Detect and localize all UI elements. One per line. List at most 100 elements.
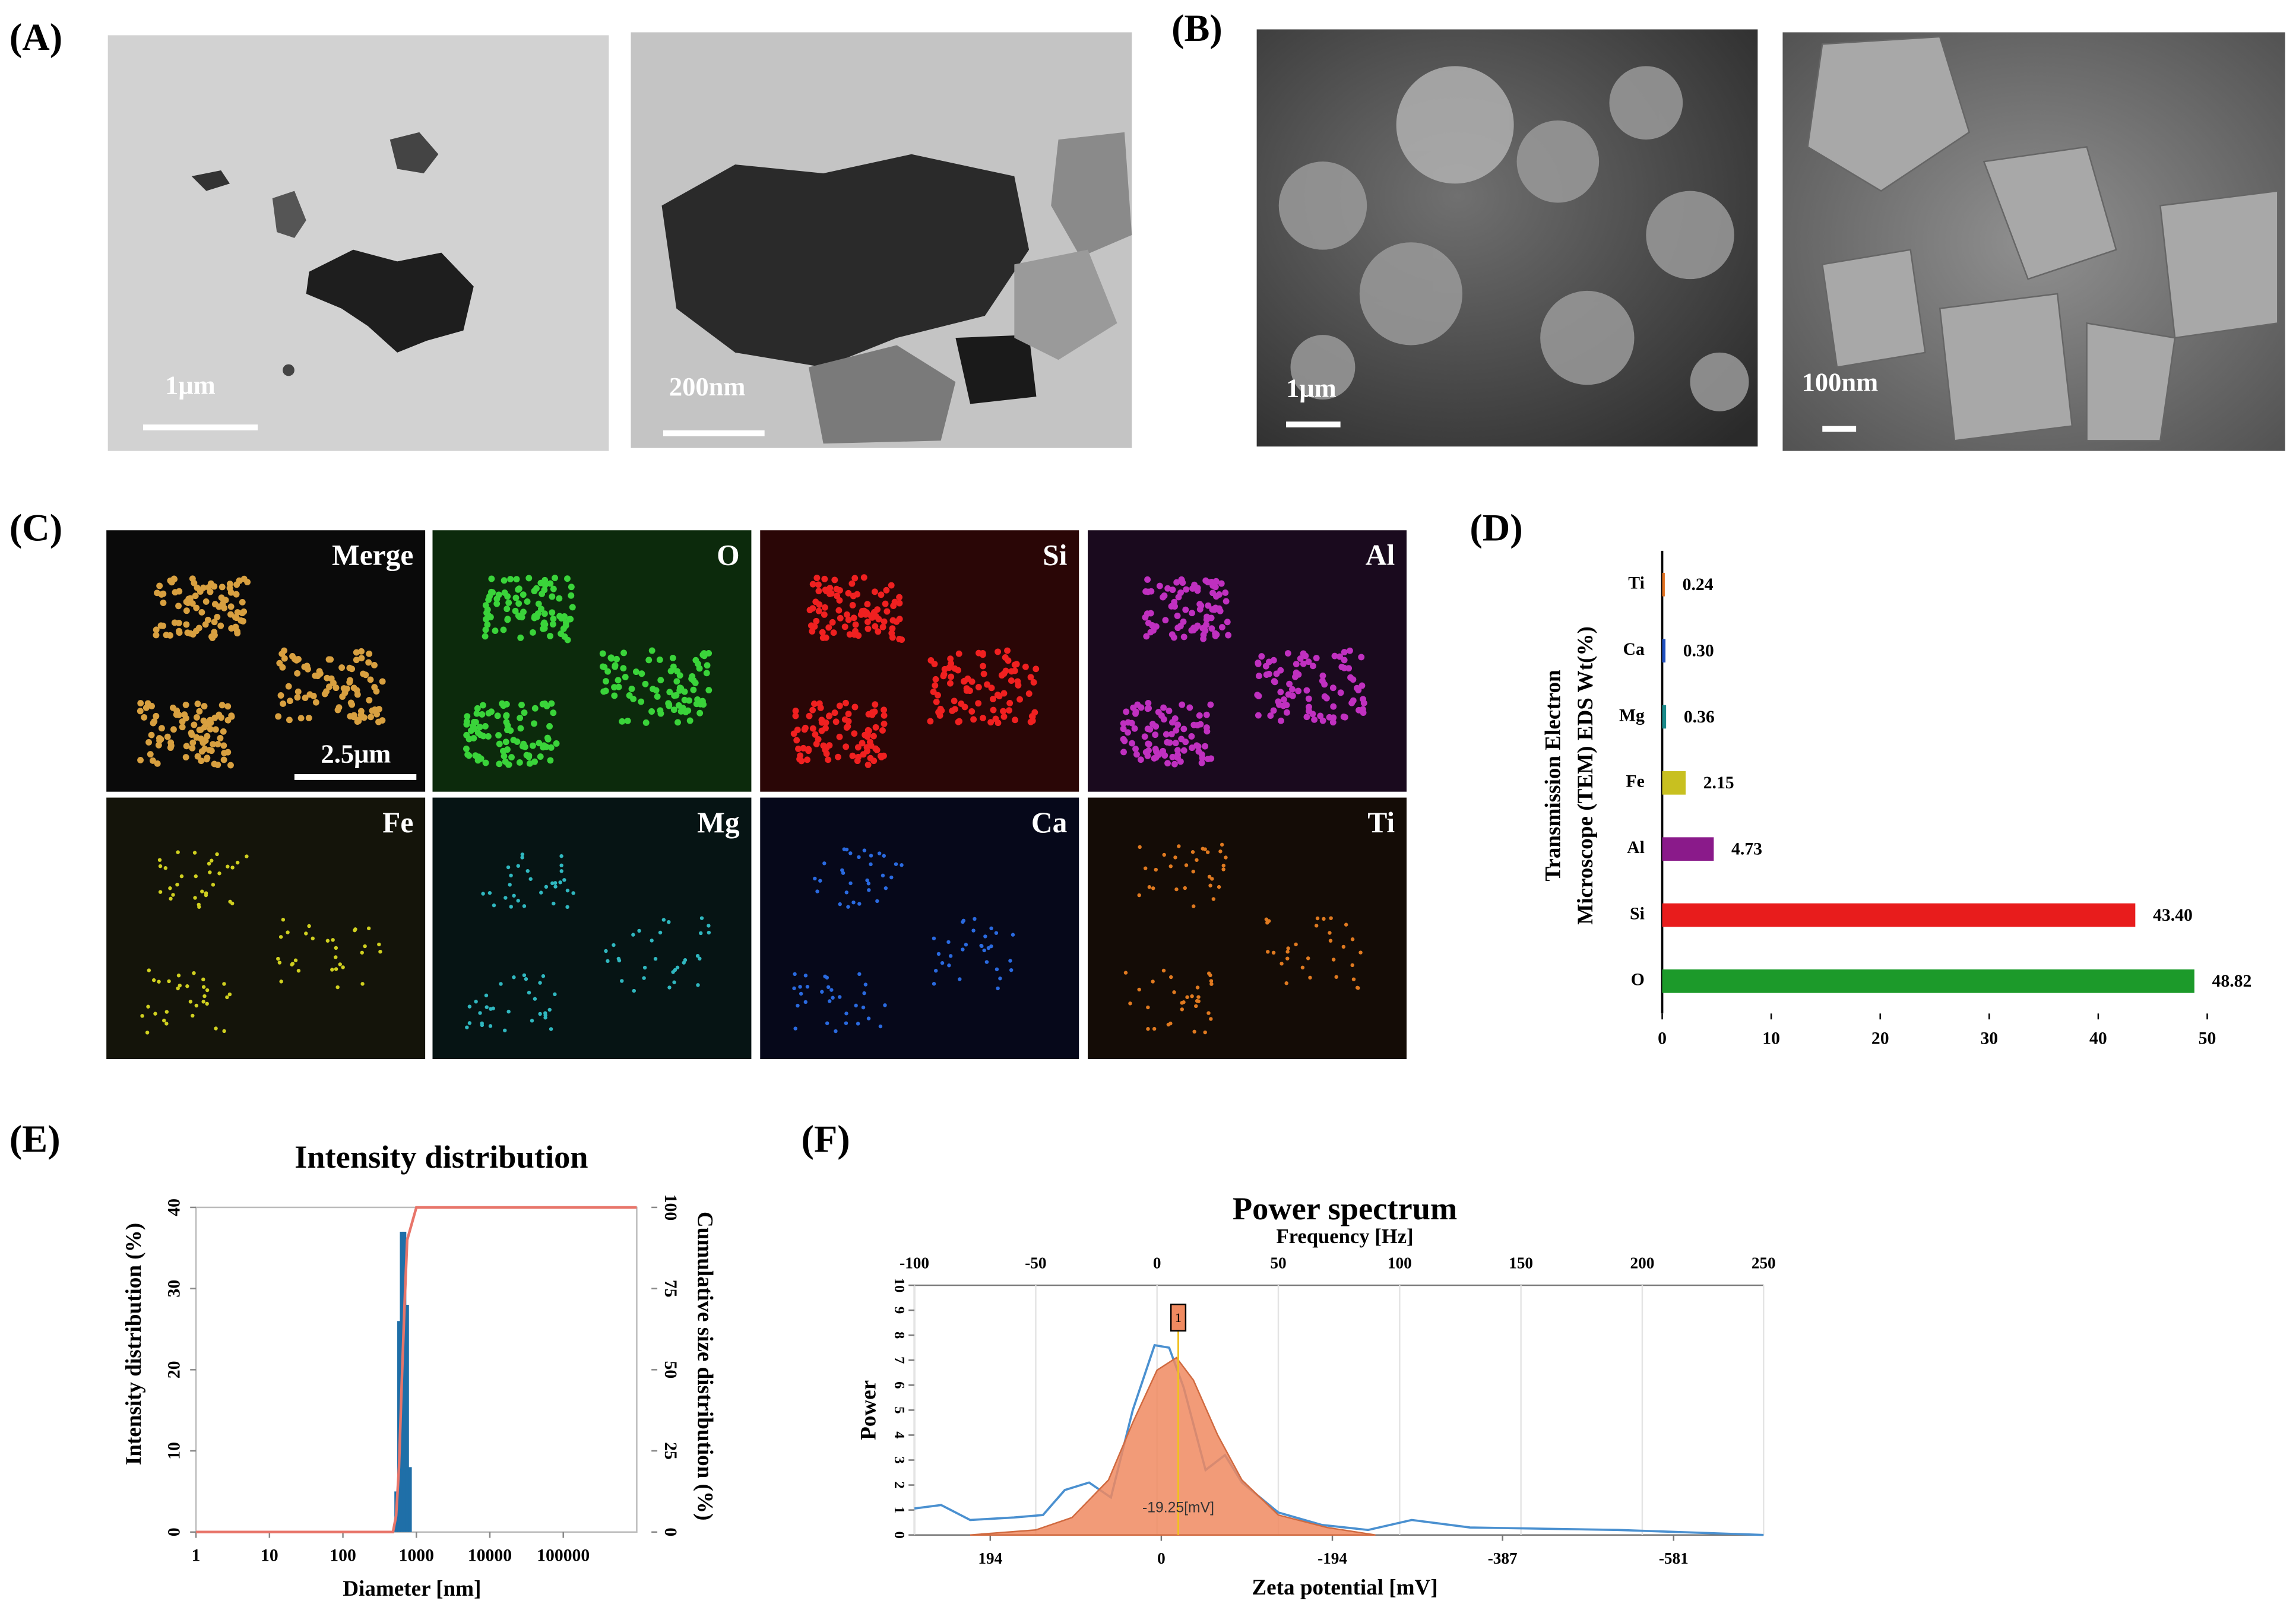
- map-background: [1088, 530, 1407, 792]
- map-dot: [302, 695, 309, 702]
- map-dot: [1358, 654, 1365, 661]
- map-dot: [556, 613, 563, 620]
- map-dot: [354, 691, 361, 698]
- map-dot: [1309, 711, 1316, 718]
- map-dot: [365, 659, 372, 666]
- map-dot: [672, 980, 676, 984]
- x2-tick-label: -194: [1318, 1549, 1347, 1567]
- map-dot: [525, 868, 530, 873]
- map-dot: [561, 613, 568, 620]
- map-dot: [500, 702, 507, 709]
- map-dot: [872, 701, 879, 708]
- map-dot: [821, 604, 828, 611]
- map-dot: [529, 742, 536, 749]
- map-dot: [520, 855, 524, 860]
- map-dot: [638, 698, 645, 705]
- cumulative-line: [196, 1206, 637, 1533]
- map-dot: [1208, 625, 1215, 632]
- map-dot: [821, 611, 828, 618]
- map-dot: [1173, 579, 1180, 586]
- map-dot: [673, 678, 680, 685]
- map-dot: [312, 699, 319, 706]
- map-dot: [958, 700, 965, 707]
- map-dot: [210, 741, 217, 748]
- x-tick-label: 100: [1388, 1254, 1412, 1272]
- map-dot: [194, 700, 201, 708]
- x2-axis-label: Zeta potential [mV]: [1252, 1576, 1437, 1600]
- map-dot: [306, 691, 313, 698]
- map-dot: [203, 756, 210, 763]
- map-dot: [1145, 747, 1152, 754]
- map-dot: [146, 1004, 150, 1009]
- map-dot: [1189, 610, 1195, 617]
- map-dot: [889, 875, 894, 880]
- x2-tick-label: 194: [978, 1549, 1002, 1567]
- map-dot: [995, 967, 999, 972]
- map-dot: [632, 988, 636, 993]
- map-dot: [626, 692, 633, 699]
- map-dot: [872, 724, 879, 731]
- map-dot: [1315, 916, 1320, 921]
- map-dot: [494, 712, 501, 719]
- map-dot: [1313, 655, 1320, 661]
- map-dot: [1285, 949, 1290, 954]
- map-dot: [1182, 1000, 1186, 1004]
- map-dot: [179, 874, 184, 879]
- map-dot: [855, 632, 862, 639]
- map-dot: [878, 591, 885, 598]
- map-dot: [654, 693, 661, 700]
- map-dot: [805, 985, 810, 989]
- map-dot: [1306, 956, 1310, 961]
- map-dot: [1221, 867, 1225, 871]
- bar: [1662, 573, 1665, 597]
- map-dot: [176, 986, 180, 991]
- element-maps: Merge O Si Al Fe Mg Ca Ti 2.5μm: [106, 530, 1407, 1060]
- map-dot: [1162, 852, 1166, 857]
- map-dot: [148, 703, 155, 709]
- map-dot: [882, 600, 889, 607]
- map-dot: [162, 1018, 166, 1023]
- map-dot: [888, 630, 895, 637]
- map-dot: [812, 598, 819, 606]
- map-dot: [878, 1024, 883, 1029]
- map-dot: [801, 726, 808, 733]
- map-dot: [599, 650, 606, 657]
- map-dot: [1271, 950, 1276, 955]
- map-dot: [1197, 721, 1204, 728]
- map-dot: [512, 975, 516, 979]
- map-dot: [192, 971, 196, 975]
- map-dot: [148, 731, 155, 738]
- map-dot: [164, 733, 171, 740]
- map-dot: [346, 677, 353, 684]
- map-dot: [891, 598, 898, 606]
- map-dot: [1334, 975, 1338, 979]
- map-dot: [1011, 667, 1018, 674]
- bar: [405, 1304, 409, 1532]
- bar: [1662, 705, 1667, 729]
- category-label: Ca: [1623, 640, 1645, 659]
- map-dot: [881, 720, 888, 727]
- map-dot: [1162, 617, 1169, 624]
- y-tick-label: 30: [164, 1280, 183, 1298]
- map-dot: [305, 714, 312, 721]
- map-dot: [1000, 713, 1008, 720]
- map-dot: [1305, 658, 1312, 665]
- map-dot: [642, 719, 650, 726]
- map-dot: [815, 889, 819, 893]
- map-dot: [825, 1021, 829, 1025]
- map-dot: [1207, 701, 1214, 708]
- map-dot: [239, 599, 246, 606]
- map-dot: [227, 762, 234, 769]
- map-dot: [182, 715, 189, 722]
- x-axis-label: Frequency [Hz]: [1277, 1225, 1414, 1248]
- map-dot: [278, 650, 286, 657]
- map-dot: [896, 616, 903, 623]
- map-dot: [822, 746, 829, 753]
- map-dot: [192, 851, 197, 855]
- map-dot: [167, 979, 171, 984]
- y-tick-label: 10: [891, 1278, 907, 1293]
- map-dot: [800, 744, 807, 752]
- map-dot: [176, 974, 181, 978]
- scale-label: 100nm: [1802, 367, 1879, 397]
- map-dot: [1286, 680, 1293, 687]
